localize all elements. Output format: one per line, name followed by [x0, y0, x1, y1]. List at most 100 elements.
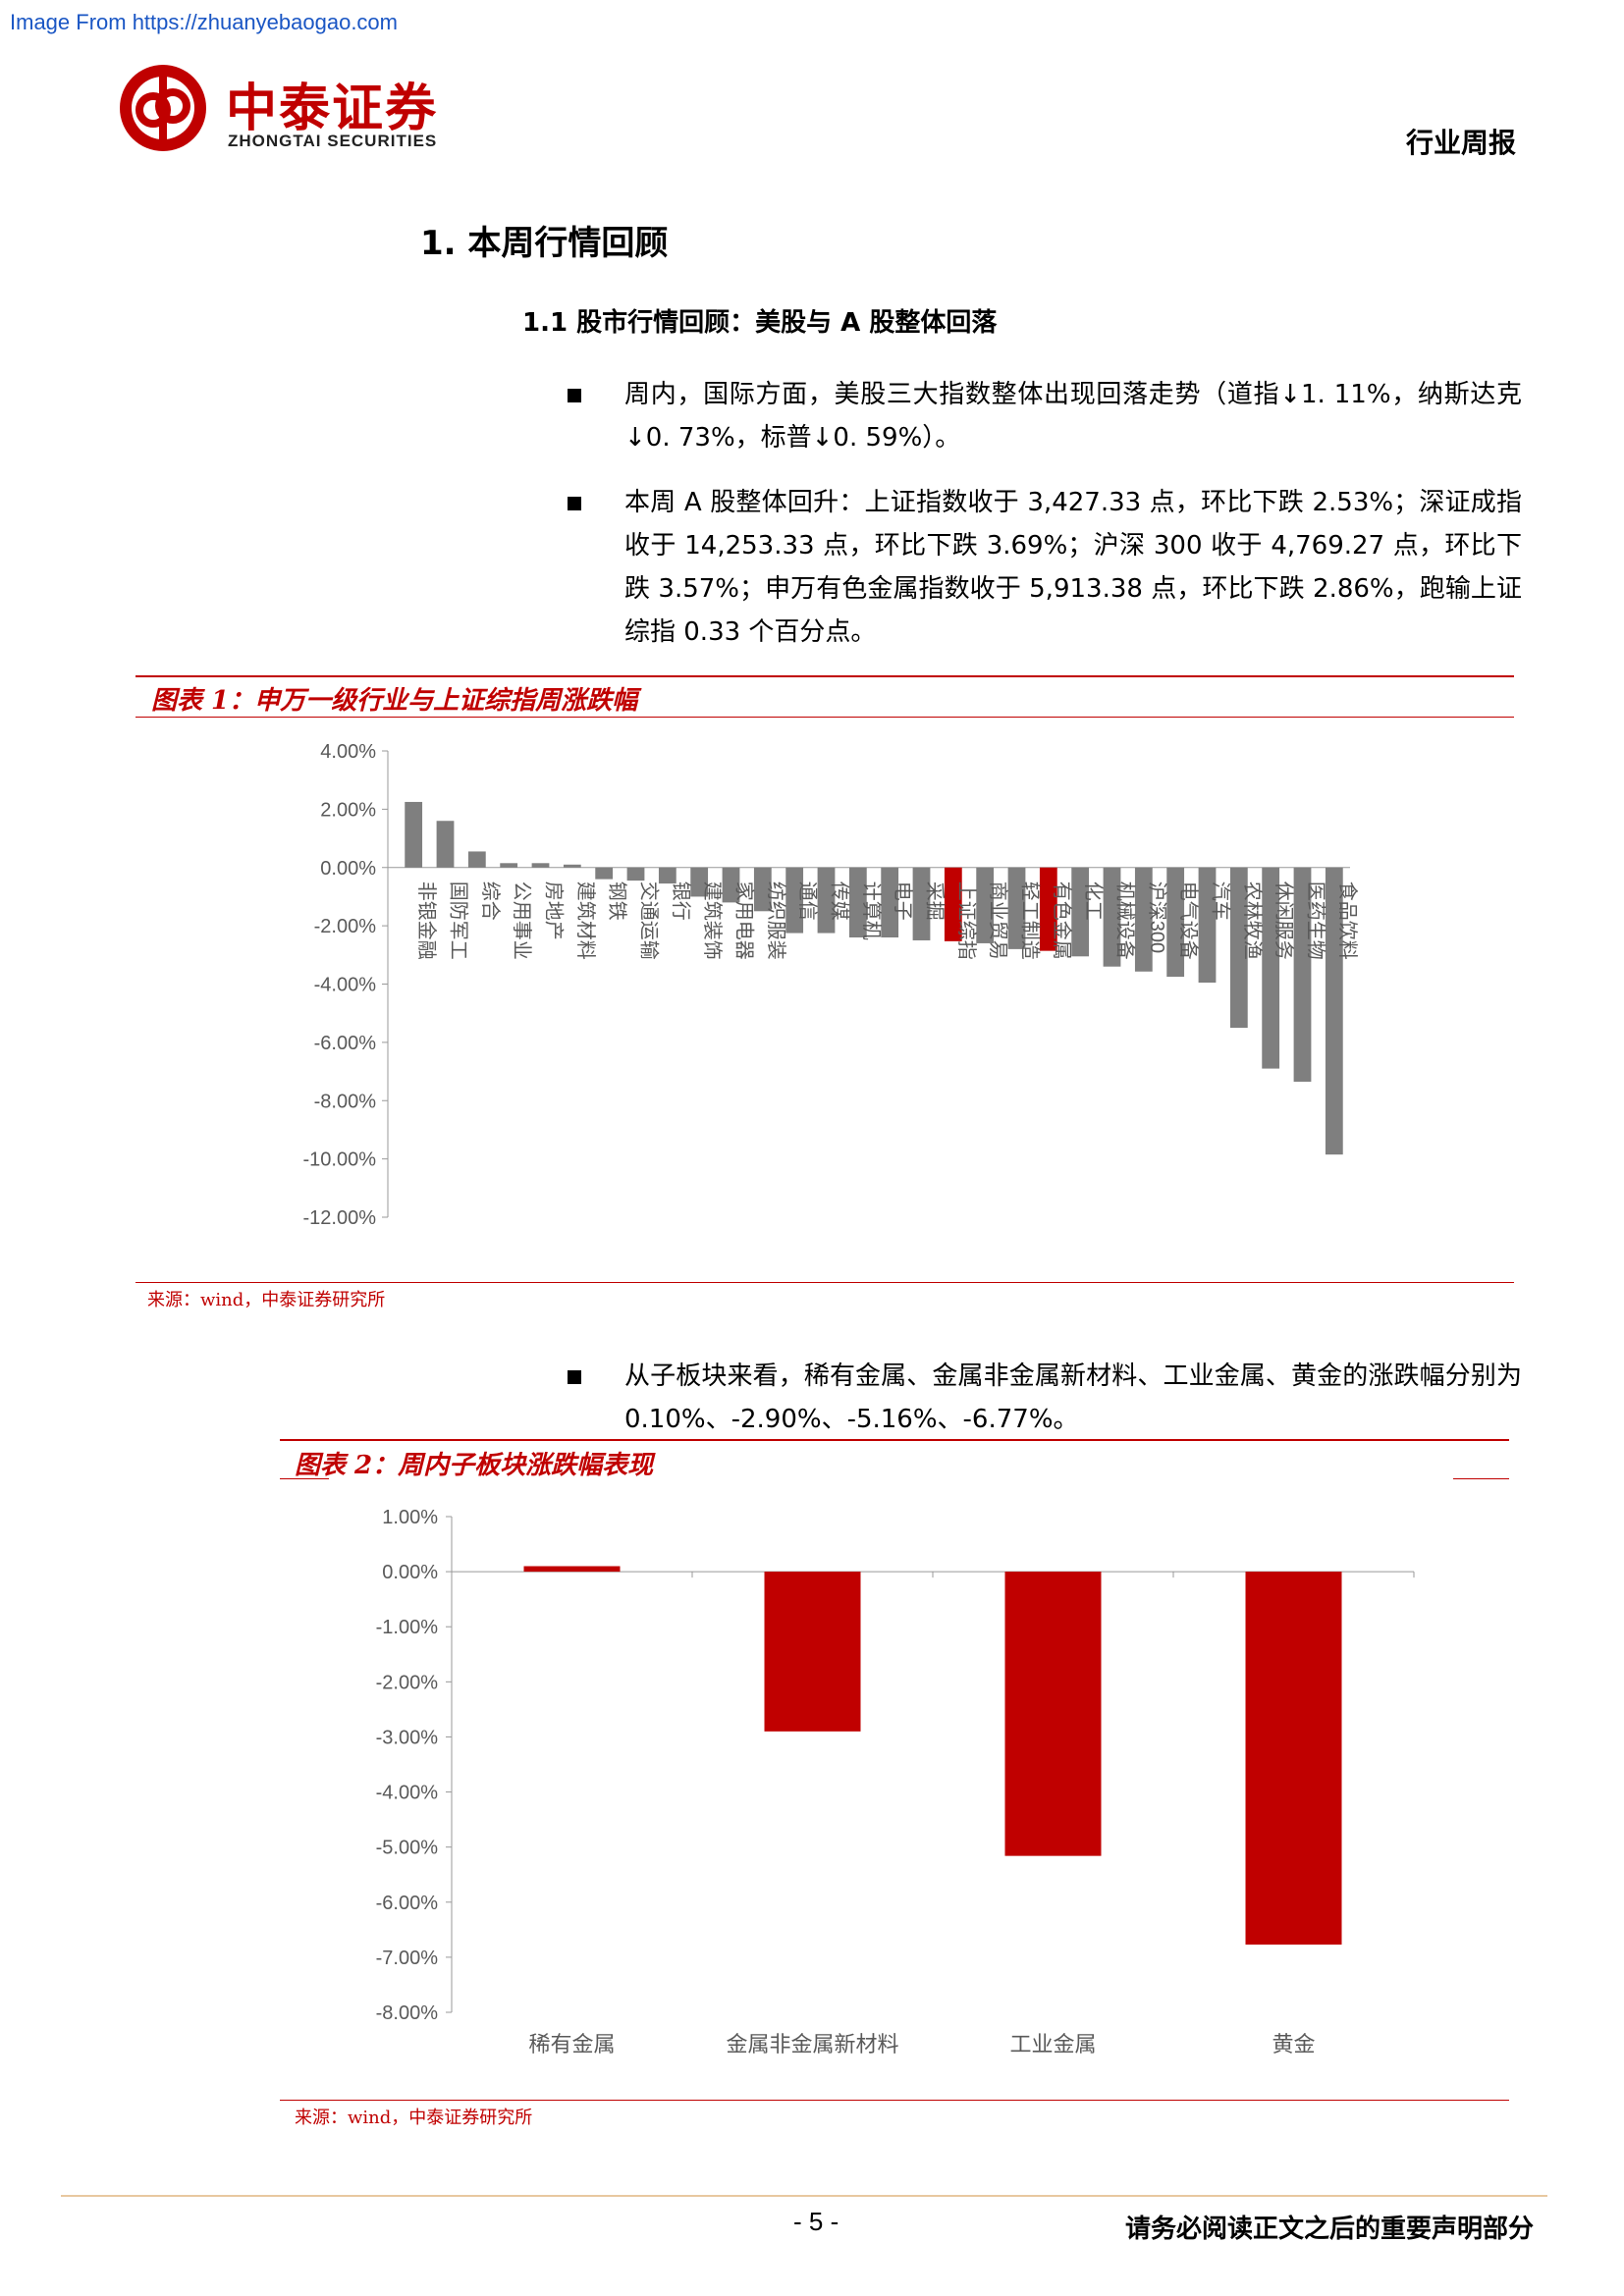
bar-工业金属 — [1004, 1572, 1102, 1856]
bar-上证综指 — [944, 867, 962, 941]
category-label: 休闲服务 — [1272, 881, 1295, 960]
subsector-weekly-change-chart: 1.00% 0.00% -1.00% -2.00% -3.00% -4.00% -5.00%… — [376, 1507, 1415, 2056]
category-label: 轻工制造 — [1019, 881, 1042, 960]
category-label: 钢铁 — [606, 881, 628, 921]
category-label: 房地产 — [543, 881, 566, 940]
category-label: 电气设备 — [1177, 881, 1200, 960]
y-tick-label: -4.00% — [314, 975, 377, 996]
bar-电子 — [881, 867, 899, 937]
y-tick-label: -8.00% — [376, 2002, 439, 2024]
category-label: 综合 — [479, 881, 502, 921]
logo-wordmark: 中泰证券 — [226, 80, 439, 138]
bar-汽车 — [1198, 867, 1217, 984]
category-label: 机械设备 — [1114, 881, 1137, 960]
bar-交通运输 — [626, 867, 645, 881]
bar-机械设备 — [1103, 867, 1121, 967]
disclaimer-note: 请务必阅读正文之后的重要声明部分 — [1124, 2215, 1534, 2244]
bar-非银金融 — [405, 801, 423, 868]
bar-综合 — [467, 851, 486, 868]
bar-传媒 — [817, 867, 836, 934]
category-label: 金属非金属新材料 — [726, 2032, 898, 2056]
bar-稀有金属 — [523, 1566, 621, 1573]
bar-银行 — [658, 867, 677, 884]
category-label: 家用电器 — [733, 881, 756, 960]
bar-计算机 — [848, 867, 867, 937]
category-label: 采掘 — [924, 881, 947, 921]
figure-1-source: 来源：wind，中泰证券研究所 — [147, 1290, 386, 1310]
bullet-icon — [568, 389, 581, 402]
figure-bottom-rule — [280, 2100, 1509, 2101]
zhongtai-logo-icon — [120, 65, 206, 151]
category-label: 建筑材料 — [574, 881, 597, 960]
bar-沪深300 — [1134, 867, 1153, 972]
y-tick-label: -3.00% — [376, 1727, 439, 1748]
bar-纺织服装 — [753, 867, 772, 912]
report-type: 行业周报 — [1405, 127, 1516, 159]
y-tick-label: 1.00% — [382, 1507, 438, 1528]
category-label: 纺织服装 — [765, 881, 787, 960]
y-tick-label: -8.00% — [314, 1091, 377, 1112]
y-tick-label: -10.00% — [303, 1149, 377, 1171]
category-label: 国防军工 — [448, 881, 470, 960]
bar-化工 — [1071, 867, 1090, 957]
y-tick-label: -4.00% — [376, 1783, 439, 1804]
bar-休闲服务 — [1262, 867, 1280, 1069]
watermark-link[interactable]: Image From https://zhuanyebaogao.com — [10, 10, 398, 34]
bar-黄金 — [1245, 1572, 1342, 1945]
bar-金属非金属新材料 — [764, 1572, 861, 1732]
category-label: 有色金属 — [1051, 881, 1073, 960]
bar-钢铁 — [595, 867, 614, 880]
category-label: 商业贸易 — [987, 881, 1009, 960]
bullet-icon — [568, 1370, 581, 1384]
bar-电气设备 — [1166, 867, 1185, 978]
y-tick-label: -6.00% — [376, 1893, 439, 1914]
paragraph-us-market: 周内，国际方面，美股三大指数整体出现回落走势（道指↓1. 11%，纳斯达克↓0.… — [624, 380, 1522, 453]
page-number: - 5 - — [793, 2207, 839, 2236]
category-label: 食品饮料 — [1336, 881, 1359, 960]
bar-农林牧渔 — [1229, 867, 1248, 1029]
y-tick-label: -12.00% — [303, 1207, 377, 1229]
bar-医药生物 — [1293, 867, 1312, 1082]
category-label: 化工 — [1082, 881, 1105, 921]
paragraph-a-share-market: 本周 A 股整体回升：上证指数收于 3,427.33 点，环比下跌 2.53%；… — [624, 488, 1522, 647]
bar-有色金属 — [1039, 867, 1057, 951]
category-label: 电子 — [892, 881, 914, 921]
figure-2-title: 图表 2：周内子板块涨跌幅表现 — [295, 1451, 654, 1480]
category-label: 公用事业 — [511, 881, 533, 960]
category-label: 交通运输 — [638, 881, 661, 960]
category-label: 沪深300 — [1146, 881, 1168, 953]
section-heading: 1. 本周行情回顾 — [420, 224, 669, 263]
category-label: 黄金 — [1272, 2032, 1315, 2056]
bar-建筑装饰 — [690, 867, 709, 897]
category-label: 通信 — [796, 881, 819, 921]
category-label: 汽车 — [1210, 881, 1232, 921]
category-label: 稀有金属 — [528, 2032, 615, 2056]
figure-2-source: 来源：wind，中泰证券研究所 — [295, 2108, 533, 2128]
bar-通信 — [785, 867, 804, 934]
bar-采掘 — [912, 867, 931, 940]
y-tick-label: -7.00% — [376, 1948, 439, 1969]
figure-title-rule — [1453, 1478, 1509, 1479]
figure-bottom-rule — [135, 1282, 1514, 1283]
figure-top-rule — [280, 1439, 1509, 1441]
category-label: 医药生物 — [1305, 881, 1327, 960]
y-tick-label: 0.00% — [382, 1562, 438, 1583]
y-tick-label: -2.00% — [376, 1672, 439, 1693]
y-tick-label: 0.00% — [320, 858, 376, 880]
category-label: 工业金属 — [1009, 2032, 1096, 2056]
bar-国防军工 — [436, 821, 455, 868]
bullet-icon — [568, 497, 581, 510]
bar-商业贸易 — [976, 867, 995, 943]
figure-top-rule — [135, 675, 1514, 677]
figure-title-rule — [135, 717, 1514, 718]
category-label: 农林牧渔 — [1241, 881, 1264, 960]
bar-建筑材料 — [563, 864, 581, 868]
figure-1-title: 图表 1：申万一级行业与上证综指周涨跌幅 — [151, 686, 638, 716]
paragraph-sub-sectors: 从子板块来看，稀有金属、金属非金属新材料、工业金属、黄金的涨跌幅分别为 0.10… — [624, 1362, 1522, 1434]
footer-rule — [61, 2195, 1547, 2197]
industry-weekly-change-chart: 4.00% 2.00% 0.00% -2.00% -4.00% -6.00% -8.00% -… — [303, 741, 1359, 1229]
y-tick-label: -2.00% — [314, 916, 377, 937]
y-tick-label: 2.00% — [320, 799, 376, 821]
y-tick-label: -5.00% — [376, 1838, 439, 1859]
bar-轻工制造 — [1007, 867, 1026, 949]
